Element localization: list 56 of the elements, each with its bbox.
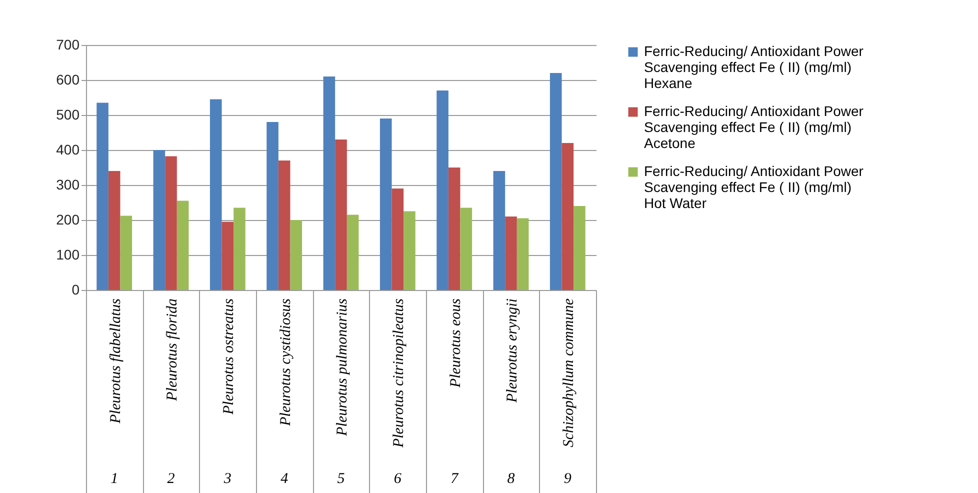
y-tick-label: 700 bbox=[56, 36, 80, 52]
bar bbox=[493, 171, 506, 290]
text: 3 bbox=[222, 471, 232, 487]
bar bbox=[176, 200, 189, 290]
bar bbox=[550, 73, 562, 290]
y-tick-label: 100 bbox=[56, 246, 80, 262]
text: 7 bbox=[450, 471, 460, 487]
bar bbox=[436, 90, 448, 290]
y-tick-label: 500 bbox=[56, 106, 80, 122]
bar bbox=[153, 150, 166, 290]
x-tick-label: Schizophyllum commune bbox=[561, 298, 578, 448]
text: 6 bbox=[394, 471, 402, 487]
bar bbox=[516, 218, 529, 290]
bar bbox=[346, 214, 359, 290]
text: 2 bbox=[167, 471, 176, 487]
text: 9 bbox=[564, 471, 572, 487]
bar bbox=[108, 171, 120, 290]
legend-label: Ferric-Reducing/ Antioxidant Power Scavenging effect Fe ( II) (mg/ml) Hexane bbox=[644, 43, 864, 91]
bar bbox=[210, 99, 222, 290]
x-tick-label: Pleurotus ostreatus bbox=[221, 298, 238, 416]
y-tick-label: 200 bbox=[56, 212, 80, 228]
bar bbox=[562, 143, 574, 290]
bar bbox=[234, 208, 246, 290]
bar bbox=[392, 188, 404, 290]
bar bbox=[335, 140, 347, 290]
x-tick-label: Pleurotus florida bbox=[164, 298, 180, 402]
x-tick-label: Pleurotus pulmonarius bbox=[334, 298, 350, 437]
bar bbox=[290, 220, 302, 290]
bar bbox=[448, 168, 460, 290]
bar bbox=[574, 206, 586, 290]
y-tick-label: 600 bbox=[56, 72, 80, 88]
x-tick-label: Pleurotus flabellatus bbox=[108, 298, 124, 424]
bar bbox=[278, 160, 290, 290]
text: 8 bbox=[507, 471, 516, 487]
bar bbox=[505, 216, 517, 290]
bar bbox=[222, 222, 234, 290]
x-tick-label: Pleurotus eryngii bbox=[504, 298, 520, 404]
text: 5 bbox=[337, 471, 346, 487]
bar bbox=[120, 216, 132, 290]
bar bbox=[460, 208, 472, 290]
x-tick-label: Pleurotus eous bbox=[448, 298, 464, 389]
bar bbox=[165, 156, 177, 290]
y-tick-label: 0 bbox=[72, 282, 80, 298]
text: 1 bbox=[110, 471, 118, 487]
legend-label: Ferric-Reducing/ Antioxidant Power Scavenging effect Fe ( II) (mg/ml) Acetone bbox=[644, 103, 864, 151]
bar bbox=[96, 102, 108, 290]
legend-label: Ferric-Reducing/ Antioxidant Power Scavenging effect Fe ( II) (mg/ml) Hot Water bbox=[644, 163, 864, 211]
bar bbox=[266, 122, 278, 290]
text: 4 bbox=[280, 471, 289, 487]
y-tick-label: 400 bbox=[56, 142, 80, 158]
x-tick-label: Pleurotus citrinopileatus bbox=[391, 298, 408, 449]
y-tick-label: 300 bbox=[56, 176, 80, 192]
bar bbox=[404, 211, 416, 290]
x-tick-label: Pleurotus cystidiosus bbox=[278, 298, 294, 427]
bar bbox=[323, 76, 336, 290]
bar bbox=[380, 118, 392, 290]
